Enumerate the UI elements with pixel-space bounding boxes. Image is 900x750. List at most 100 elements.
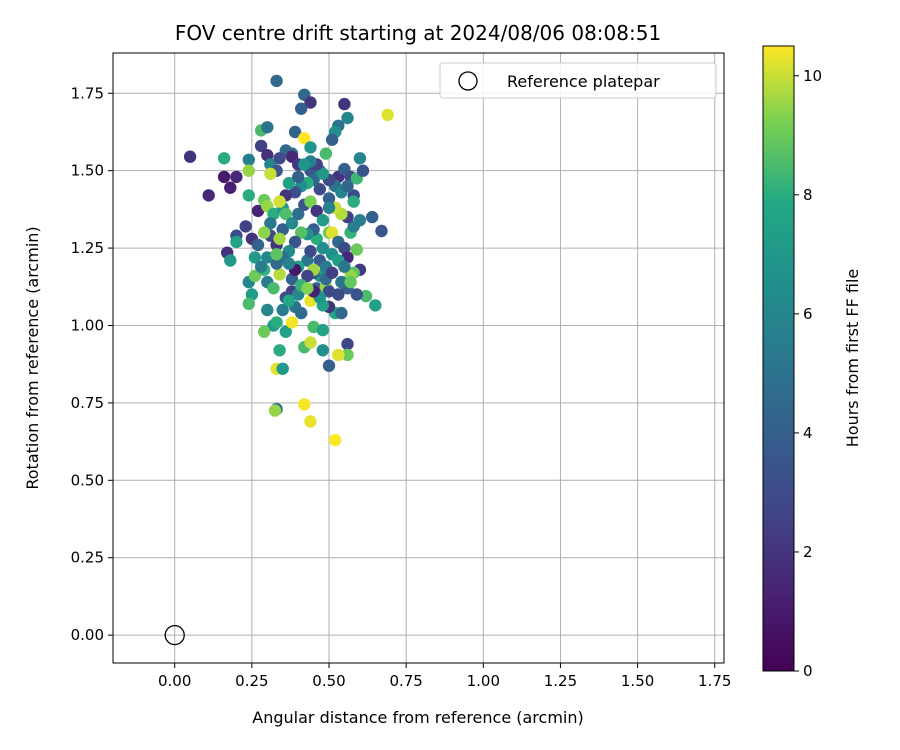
colorbar-gradient <box>763 46 794 671</box>
colorbar-tick-label: 8 <box>803 186 813 204</box>
scatter-point <box>304 195 317 208</box>
scatter-point <box>276 362 289 375</box>
scatter-point <box>316 323 329 337</box>
scatter-point <box>251 204 265 218</box>
y-tick-label: 1.00 <box>71 316 104 334</box>
scatter-point <box>288 125 302 139</box>
scatter-point <box>273 344 286 357</box>
scatter-point <box>261 303 274 317</box>
scatter-point <box>359 289 373 303</box>
x-tick-label: 1.25 <box>544 672 577 690</box>
legend-reference-label: Reference platepar <box>507 72 660 91</box>
scatter-point <box>183 150 197 163</box>
scatter-point <box>245 288 259 301</box>
scatter-point <box>217 152 231 165</box>
scatter-point <box>288 186 302 199</box>
legend-box <box>439 62 717 99</box>
scatter-point <box>298 132 311 145</box>
x-tick-label: 0.75 <box>389 672 422 690</box>
scatter-point <box>273 195 286 208</box>
scatter-point <box>301 269 314 283</box>
scatter-point <box>341 179 354 193</box>
scatter-point <box>322 285 336 298</box>
scatter-point <box>298 158 311 171</box>
scatter-point <box>282 176 296 190</box>
x-tick-label: 0.00 <box>158 672 191 690</box>
scatter-point <box>202 189 215 202</box>
scatter-point <box>282 257 296 270</box>
scatter-point <box>224 181 237 194</box>
y-tick-label: 1.25 <box>71 239 104 257</box>
scatter-point <box>298 398 311 411</box>
scatter-point <box>322 359 336 372</box>
scatter-point <box>369 299 382 312</box>
colorbar-tick-label: 0 <box>803 662 813 680</box>
scatter-point <box>288 235 302 249</box>
scatter-point <box>273 232 286 245</box>
scatter-point <box>325 226 339 239</box>
scatter-point <box>344 275 357 289</box>
scatter-point <box>258 325 271 338</box>
scatter-point <box>341 111 354 125</box>
scatter-point <box>341 337 354 351</box>
scatter-point <box>292 207 305 221</box>
scatter-point <box>292 288 305 301</box>
scatter-point <box>316 344 329 357</box>
scatter-point <box>217 170 231 184</box>
scatter-point <box>295 226 308 239</box>
x-tick-label: 0.25 <box>235 672 268 690</box>
y-axis-ticks: 0.00 0.25 0.50 0.75 1.00 1.25 1.50 1.75 <box>71 84 113 644</box>
scatter-point <box>258 226 271 239</box>
scatter-point <box>285 217 299 230</box>
legend: Reference platepar <box>439 62 717 99</box>
colorbar-label: Hours from first FF file <box>843 269 862 448</box>
scatter-point <box>270 74 283 88</box>
colorbar: 0 2 4 6 8 10 Hours from first FF file <box>762 45 862 680</box>
scatter-point <box>230 170 243 184</box>
scatter-point <box>313 183 326 196</box>
y-tick-label: 0.75 <box>71 394 104 412</box>
scatter-point <box>341 348 354 362</box>
scatter-point <box>242 189 255 202</box>
x-axis-label: Angular distance from reference (arcmin) <box>252 708 583 727</box>
scatter-point <box>267 282 280 295</box>
scatter-point <box>268 404 282 417</box>
scatter-point <box>304 245 317 258</box>
scatter-point <box>273 152 286 165</box>
grid <box>113 53 724 663</box>
x-tick-label: 1.00 <box>467 672 500 690</box>
scatter-point <box>316 241 329 255</box>
scatter-point <box>350 288 363 301</box>
scatter-point <box>251 238 265 252</box>
x-tick-label: 1.50 <box>621 672 654 690</box>
y-tick-label: 1.75 <box>71 84 104 102</box>
scatter-point <box>279 207 292 221</box>
scatter-point <box>304 336 317 349</box>
scatter-point <box>224 254 237 267</box>
scatter-point <box>304 96 317 109</box>
scatter-point <box>347 195 360 208</box>
scatter-point <box>301 254 314 267</box>
scatter-point <box>335 306 348 320</box>
x-axis-ticks: 0.00 0.25 0.50 0.75 1.00 1.25 1.50 1.75 <box>158 663 731 690</box>
scatter-point <box>338 260 351 273</box>
scatter-point <box>381 108 394 122</box>
plot-frame <box>112 52 725 664</box>
scatter-point <box>375 224 388 238</box>
y-tick-label: 0.25 <box>71 549 104 567</box>
scatter-point <box>366 210 379 224</box>
scatter-point <box>292 170 305 184</box>
y-tick-label: 1.50 <box>71 162 104 180</box>
scatter-point <box>316 167 329 180</box>
scatter-point <box>304 294 317 307</box>
colorbar-tick-label: 4 <box>803 424 813 442</box>
chart-title: FOV centre drift starting at 2024/08/06 … <box>175 21 661 45</box>
scatter-point <box>338 97 351 111</box>
scatter-point <box>261 121 274 134</box>
scatter-point <box>264 217 277 230</box>
scatter-point <box>347 220 360 233</box>
scatter-point <box>270 248 283 261</box>
colorbar-tick-label: 2 <box>803 543 813 561</box>
scatter-point <box>242 297 255 310</box>
scatter-point <box>279 325 292 338</box>
